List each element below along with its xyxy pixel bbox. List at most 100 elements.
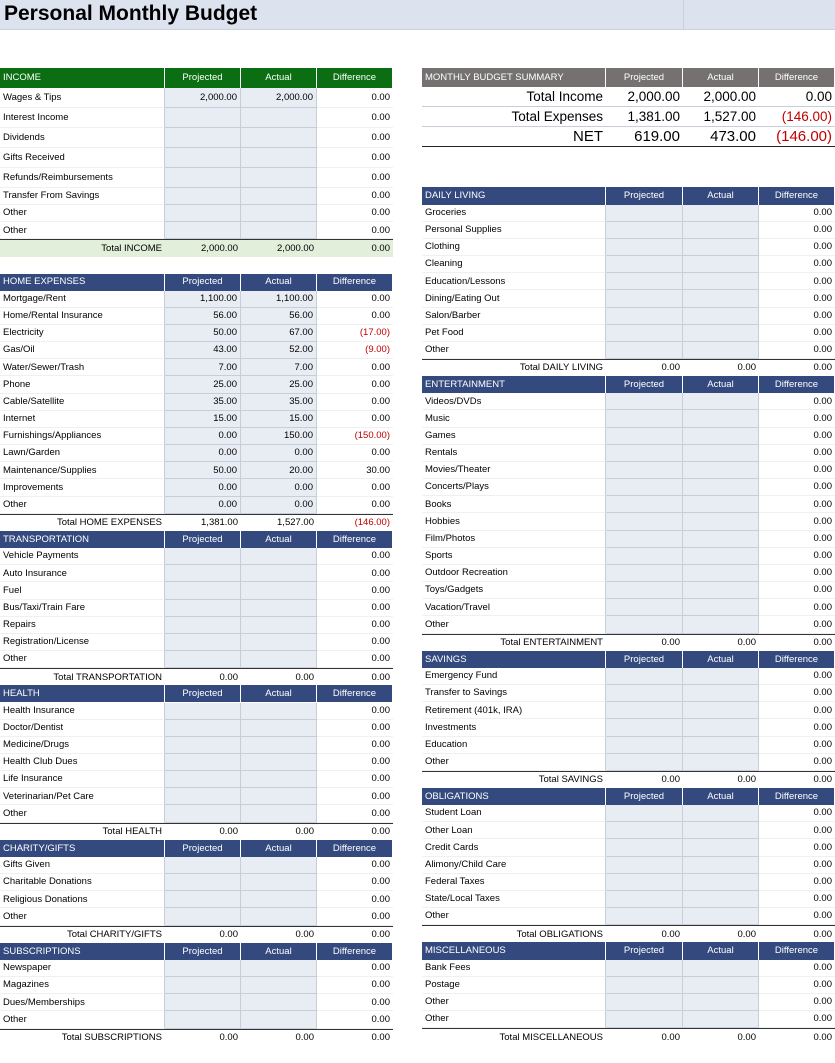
item-label: Cleaning — [422, 256, 606, 274]
item-label: Dividends — [0, 128, 165, 148]
actual-cell — [683, 496, 759, 514]
item-label: Movies/Theater — [422, 461, 606, 480]
projected-cell — [165, 148, 241, 168]
total-value: 0.00 — [241, 1028, 317, 1046]
difference-cell: 0.00 — [759, 427, 835, 445]
projected-cell: 1,100.00 — [165, 290, 241, 308]
total-value: 0.00 — [317, 1028, 393, 1046]
actual-cell — [241, 168, 317, 188]
item-label: Education — [422, 736, 606, 754]
column-header: Actual — [683, 788, 759, 806]
projected-cell — [165, 599, 241, 617]
actual-cell — [241, 205, 317, 223]
projected-cell: 35.00 — [165, 393, 241, 411]
projected-cell — [606, 273, 683, 291]
actual-cell — [241, 548, 317, 566]
difference-cell: 0.00 — [759, 702, 835, 720]
actual-cell — [683, 599, 759, 617]
actual-cell — [241, 599, 317, 617]
actual-cell — [241, 633, 317, 652]
item-label: Dining/Eating Out — [422, 290, 606, 308]
actual-cell — [241, 582, 317, 600]
actual-cell — [683, 324, 759, 342]
item-label: Repairs — [0, 616, 165, 634]
difference-cell: 0.00 — [317, 359, 393, 377]
projected-cell — [165, 753, 241, 772]
difference-cell: 30.00 — [317, 462, 393, 480]
difference-cell: 0.00 — [317, 651, 393, 669]
projected-cell: 0.00 — [165, 496, 241, 514]
summary-label: Total Income — [422, 87, 606, 107]
projected-cell — [606, 582, 683, 600]
projected-cell — [165, 788, 241, 806]
column-header: Actual — [683, 68, 759, 87]
total-value: 0.00 — [317, 822, 393, 840]
actual-cell — [241, 565, 317, 583]
total-value: 0.00 — [606, 1028, 683, 1046]
item-label: Other — [0, 222, 165, 240]
projected-cell — [165, 616, 241, 634]
item-label: Retirement (401k, IRA) — [422, 702, 606, 720]
projected-cell — [606, 393, 683, 411]
summary-value: (146.00) — [759, 127, 835, 147]
item-label: Magazines — [0, 977, 165, 995]
total-label: Total HEALTH — [0, 822, 165, 840]
difference-cell: 0.00 — [759, 993, 835, 1012]
difference-cell: 0.00 — [759, 221, 835, 239]
item-label: Gas/Oil — [0, 342, 165, 360]
column-header: Difference — [317, 273, 393, 291]
total-value: 0.00 — [759, 770, 835, 788]
summary-value: 2,000.00 — [606, 87, 683, 107]
item-label: Toys/Gadgets — [422, 582, 606, 600]
actual-cell — [241, 891, 317, 909]
actual-cell: 67.00 — [241, 324, 317, 343]
difference-cell: 0.00 — [759, 805, 835, 823]
item-label: Videos/DVDs — [422, 393, 606, 411]
column-header: Projected — [165, 685, 241, 703]
summary-value: 1,527.00 — [683, 107, 759, 127]
actual-cell — [241, 736, 317, 754]
difference-cell: 0.00 — [759, 908, 835, 926]
total-label: Total ENTERTAINMENT — [422, 633, 606, 651]
total-label: Total TRANSPORTATION — [0, 668, 165, 686]
total-value: 0.00 — [606, 770, 683, 788]
column-header: Projected — [606, 650, 683, 668]
column-header: Actual — [241, 942, 317, 960]
item-label: Credit Cards — [422, 839, 606, 857]
total-label: Total OBLIGATIONS — [422, 925, 606, 943]
difference-cell: 0.00 — [759, 496, 835, 514]
projected-cell: 50.00 — [165, 462, 241, 480]
item-label: Other — [0, 908, 165, 926]
column-header: Difference — [759, 187, 835, 205]
total-value: 0.00 — [165, 1028, 241, 1046]
difference-cell: 0.00 — [317, 148, 393, 168]
summary-value: 2,000.00 — [683, 87, 759, 107]
total-value: (146.00) — [317, 513, 393, 531]
summary-label: Total Expenses — [422, 107, 606, 127]
projected-cell — [165, 874, 241, 892]
total-value: 0.00 — [606, 359, 683, 377]
column-header: Actual — [683, 942, 759, 960]
actual-cell — [683, 564, 759, 583]
item-label: Alimony/Child Care — [422, 856, 606, 874]
projected-cell — [606, 444, 683, 462]
difference-cell: (150.00) — [317, 427, 393, 446]
total-label: Total SAVINGS — [422, 770, 606, 788]
actual-cell — [683, 616, 759, 634]
actual-cell — [683, 427, 759, 445]
item-label: Cable/Satellite — [0, 393, 165, 411]
projected-cell — [606, 461, 683, 480]
projected-cell: 15.00 — [165, 410, 241, 428]
projected-cell — [606, 959, 683, 977]
actual-cell — [683, 976, 759, 994]
actual-cell — [683, 993, 759, 1012]
summary-value: 619.00 — [606, 127, 683, 147]
actual-cell: 52.00 — [241, 342, 317, 360]
actual-cell — [683, 479, 759, 497]
total-label: Total DAILY LIVING — [422, 359, 606, 377]
projected-cell: 0.00 — [165, 445, 241, 463]
projected-cell — [606, 616, 683, 634]
item-label: Charitable Donations — [0, 874, 165, 892]
column-header: Actual — [683, 650, 759, 668]
item-label: Other — [422, 616, 606, 634]
